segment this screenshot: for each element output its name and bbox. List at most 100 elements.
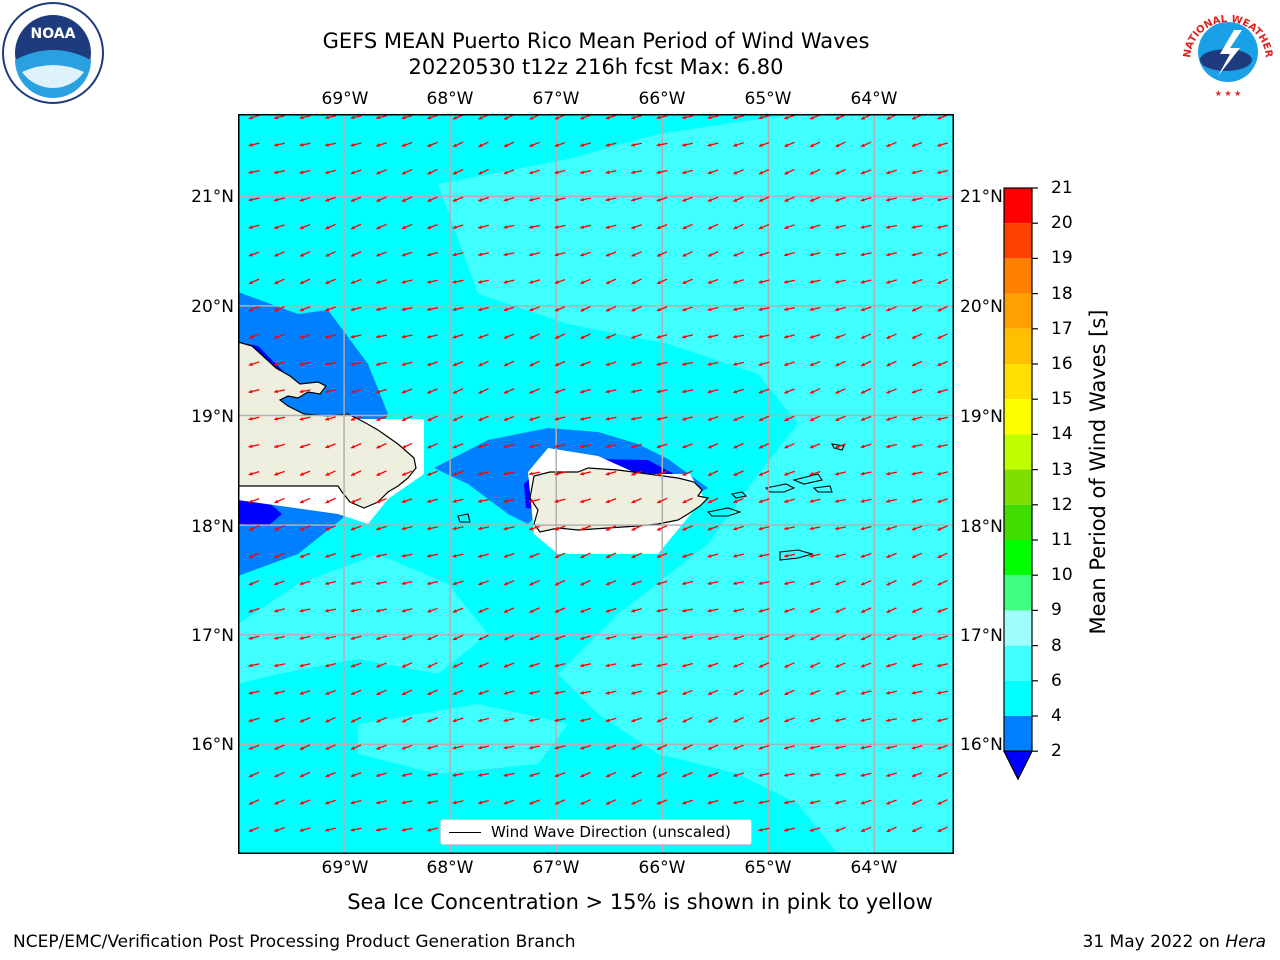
- wave-direction-arrow: [860, 717, 872, 723]
- wave-direction-arrow: [350, 389, 362, 394]
- wave-direction-arrow: [350, 251, 362, 257]
- wave-direction-arrow: [911, 525, 923, 531]
- wave-direction-arrow: [885, 224, 898, 229]
- wave-direction-arrow: [758, 608, 770, 613]
- wave-direction-arrow: [376, 716, 387, 723]
- wave-direction-arrow: [299, 169, 311, 175]
- wave-direction-arrow: [886, 826, 897, 833]
- wave-direction-arrow: [299, 196, 311, 202]
- wave-direction-arrow: [707, 443, 719, 449]
- footer-right: 31 May 2022 on Hera: [1083, 932, 1267, 952]
- wave-direction-arrow: [937, 799, 948, 805]
- wave-direction-arrow: [733, 497, 744, 504]
- wave-direction-arrow: [376, 772, 387, 778]
- wave-direction-arrow: [809, 114, 821, 120]
- wave-direction-arrow: [452, 800, 464, 805]
- wave-direction-arrow: [911, 690, 923, 695]
- colorbar-segment: [1004, 504, 1032, 540]
- wave-direction-arrow: [248, 197, 260, 202]
- wave-direction-arrow: [477, 526, 490, 531]
- wave-direction-arrow: [401, 662, 413, 668]
- wave-direction-arrow: [937, 388, 948, 394]
- wave-direction-arrow: [299, 690, 311, 695]
- wave-direction-arrow: [325, 689, 336, 695]
- wave-direction-arrow: [733, 223, 744, 230]
- wave-direction-arrow: [835, 826, 846, 832]
- wave-direction-arrow: [937, 305, 948, 312]
- wave-direction-arrow: [452, 689, 464, 696]
- wave-direction-arrow: [733, 415, 744, 422]
- wave-direction-arrow: [274, 525, 285, 531]
- colorbar-segment: [1004, 610, 1032, 646]
- wave-direction-arrow: [707, 772, 719, 778]
- wave-direction-arrow: [682, 553, 693, 558]
- wave-direction-arrow: [707, 196, 719, 202]
- wave-direction-arrow: [248, 471, 260, 476]
- wave-direction-arrow: [656, 115, 668, 120]
- wave-direction-arrow: [427, 334, 438, 339]
- lon-tick-bottom: 64°W: [850, 858, 898, 878]
- wave-direction-arrow: [681, 115, 694, 120]
- wave-direction-arrow: [733, 470, 744, 477]
- wave-direction-arrow: [248, 607, 260, 613]
- wave-direction-arrow: [656, 690, 668, 695]
- wave-direction-arrow: [248, 333, 260, 339]
- wave-direction-arrow: [580, 224, 591, 229]
- wave-direction-arrow: [580, 717, 591, 723]
- wave-direction-arrow: [605, 744, 617, 750]
- colorbar-tick-label: 6: [1051, 670, 1062, 691]
- wave-direction-arrow: [758, 251, 770, 257]
- island-st-thomas: [764, 483, 796, 493]
- wave-direction-arrow: [860, 662, 872, 668]
- wave-direction-arrow: [809, 827, 821, 832]
- wave-direction-arrow: [427, 662, 438, 668]
- svg-text:★ ★ ★: ★ ★ ★: [1215, 89, 1242, 98]
- wave-direction-arrow: [554, 416, 566, 421]
- wave-direction-arrow: [401, 526, 413, 531]
- wave-direction-arrow: [350, 497, 362, 504]
- wave-direction-arrow: [733, 251, 744, 257]
- lat-tick-left: 18°N: [191, 517, 234, 537]
- wave-direction-arrow: [401, 279, 413, 284]
- wave-direction-arrow: [605, 443, 617, 449]
- wave-direction-arrow: [529, 443, 540, 449]
- wave-direction-arrow: [631, 690, 642, 695]
- wave-direction-arrow: [682, 525, 693, 531]
- wave-direction-arrow: [732, 800, 745, 805]
- wave-direction-arrow: [528, 690, 541, 695]
- wave-direction-arrow: [350, 716, 362, 723]
- colorbar-segment: [1004, 716, 1032, 752]
- wave-direction-arrow: [707, 635, 719, 640]
- wave-direction-arrow: [809, 252, 821, 257]
- wave-direction-arrow: [299, 470, 311, 476]
- wave-direction-arrow: [809, 580, 821, 586]
- colorbar-segment: [1004, 328, 1032, 364]
- wave-direction-arrow: [580, 498, 591, 504]
- wave-direction-arrow: [758, 580, 770, 586]
- wave-direction-arrow: [299, 278, 311, 285]
- wave-direction-arrow: [554, 169, 566, 175]
- wave-direction-arrow: [809, 553, 821, 558]
- wave-direction-arrow: [248, 278, 260, 285]
- colorbar-segment: [1004, 293, 1032, 329]
- wave-direction-arrow: [834, 745, 847, 750]
- wave-direction-arrow: [580, 278, 591, 285]
- wave-direction-arrow: [554, 388, 566, 394]
- wave-direction-arrow: [911, 552, 923, 559]
- wave-direction-arrow: [580, 771, 591, 778]
- wave-direction-arrow: [580, 251, 591, 257]
- wave-direction-arrow: [809, 745, 821, 750]
- island-vieques: [706, 507, 742, 517]
- wave-direction-arrow: [835, 799, 846, 805]
- wave-direction-arrow: [325, 497, 336, 504]
- wave-direction-arrow: [783, 772, 796, 777]
- wave-direction-arrow: [580, 333, 591, 340]
- wave-direction-arrow: [274, 470, 285, 476]
- wave-direction-arrow: [248, 552, 260, 559]
- wave-direction-arrow: [503, 224, 515, 229]
- wave-direction-arrow: [835, 553, 846, 558]
- wave-direction-arrow: [656, 525, 668, 531]
- wave-direction-arrow: [886, 525, 897, 531]
- wave-direction-arrow: [758, 361, 770, 366]
- wave-direction-arrow: [248, 224, 260, 229]
